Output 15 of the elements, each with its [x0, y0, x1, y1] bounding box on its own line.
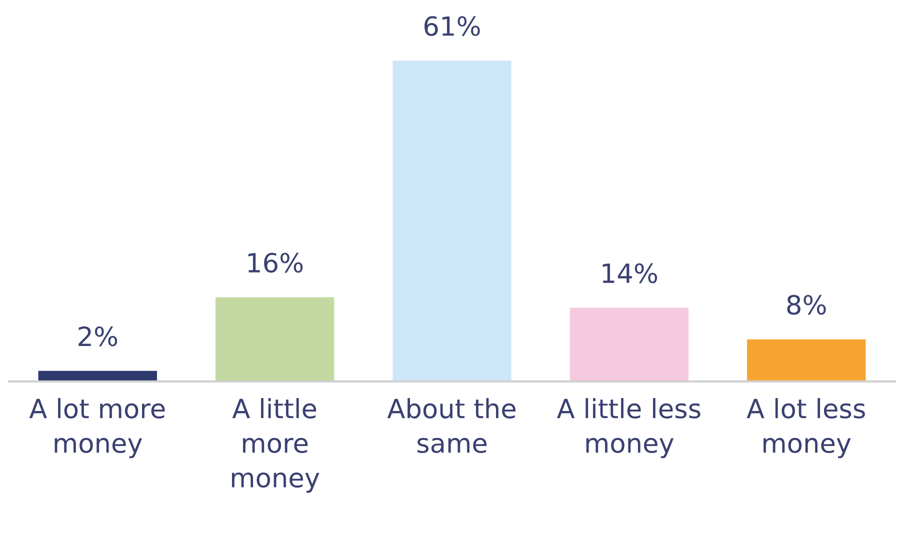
bar [392, 60, 512, 382]
bar [570, 308, 689, 382]
data-label: 14% [602, 263, 658, 284]
data-label: 8% [787, 294, 826, 315]
bar [215, 297, 334, 382]
data-label: 16% [248, 252, 303, 273]
x-tick-label: A lot less money [746, 398, 865, 458]
x-tick-label: About the same [387, 398, 516, 454]
data-label: 2% [78, 326, 118, 346]
x-tick-label: A little less money [556, 398, 700, 458]
bar [38, 370, 157, 382]
x-tick-label: A lot more money [29, 398, 165, 458]
x-tick-label: A little more money [232, 398, 320, 493]
bar [747, 339, 866, 382]
data-label: 61% [424, 16, 480, 36]
